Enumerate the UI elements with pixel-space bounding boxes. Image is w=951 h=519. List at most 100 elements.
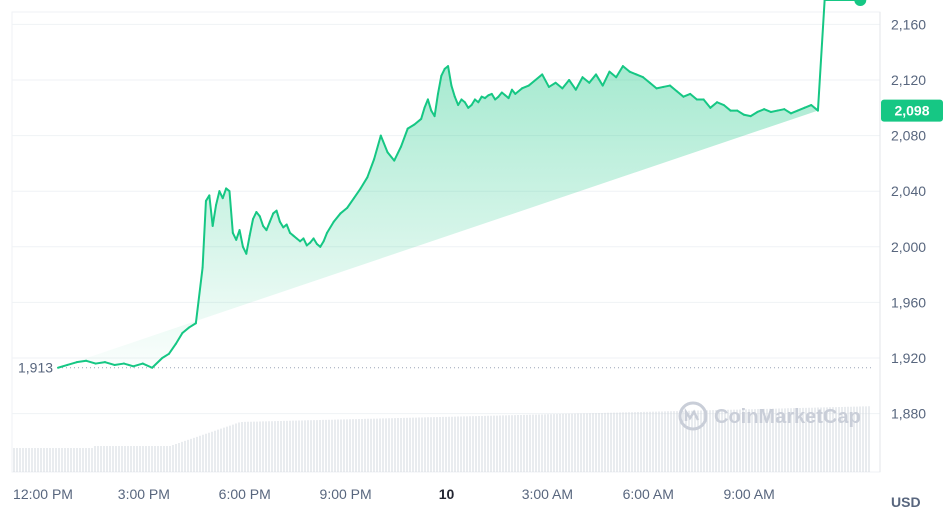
- price-line-segment: [463, 101, 470, 109]
- price-line-segment: [756, 108, 766, 113]
- price-line-segment: [796, 106, 806, 112]
- price-line-segment: [399, 127, 409, 148]
- current-price-dot[interactable]: [854, 0, 867, 6]
- x-tick-label: 6:00 PM: [219, 486, 271, 502]
- y-tick-label: 2,000: [891, 239, 926, 255]
- price-line-segment: [94, 361, 107, 365]
- watermark-text: CoinMarketCap: [714, 406, 861, 428]
- price-line-segment: [151, 357, 164, 369]
- price-line-segment: [568, 79, 577, 91]
- price-line-segment: [736, 109, 745, 116]
- price-line-segment: [85, 359, 97, 365]
- price-line-segment: [514, 87, 524, 95]
- price-line-segment: [420, 106, 426, 120]
- price-line-segment: [359, 176, 369, 190]
- price-line-segment: [642, 76, 651, 84]
- price-line-segment: [534, 73, 544, 81]
- price-line-segment: [574, 76, 584, 91]
- y-tick-label: 1,920: [891, 350, 926, 366]
- price-line-segment: [554, 81, 564, 90]
- price-line-segment: [211, 204, 218, 227]
- price-line-segment: [621, 65, 631, 73]
- price-line-segment: [709, 101, 719, 109]
- price-line-segment: [268, 212, 275, 223]
- price-line-segment: [113, 362, 125, 366]
- price-line-segment: [221, 187, 228, 200]
- y-tick-label: 2,040: [891, 183, 926, 199]
- price-line-segment: [490, 92, 497, 101]
- x-tick-label: 3:00 AM: [522, 486, 573, 502]
- price-line-segment: [716, 101, 725, 107]
- price-line-segment: [662, 84, 671, 88]
- price-line-segment: [450, 84, 456, 98]
- price-line-segment: [122, 362, 135, 368]
- price-line-segment: [66, 361, 78, 366]
- price-line-segment: [194, 266, 204, 325]
- price-line-segment: [453, 95, 460, 107]
- price-line-segment: [588, 73, 597, 84]
- watermark: CoinMarketCap: [678, 401, 861, 431]
- price-line-segment: [386, 151, 396, 162]
- price-line-segment: [547, 81, 557, 88]
- price-line-segment: [477, 95, 483, 104]
- y-tick-label: 2,160: [891, 16, 926, 32]
- price-line-segment: [393, 145, 402, 162]
- price-line-segment: [426, 98, 433, 112]
- price-line-segment: [790, 109, 799, 115]
- price-line-segment: [379, 134, 389, 154]
- price-line-segment: [440, 67, 446, 77]
- svg-text:2,098: 2,098: [894, 103, 929, 119]
- price-line-segment: [319, 240, 325, 248]
- price-line-segment: [75, 359, 88, 364]
- price-line-segment: [352, 187, 362, 200]
- coinmarketcap-logo-icon: [678, 401, 708, 431]
- price-line-segment: [174, 331, 184, 346]
- price-line-segment: [252, 211, 258, 220]
- price-line-segment: [201, 199, 207, 269]
- price-line-segment: [188, 322, 197, 329]
- y-tick-label: 2,080: [891, 128, 926, 144]
- x-tick-label: 6:00 AM: [623, 486, 674, 502]
- price-line-segment: [228, 190, 234, 234]
- x-tick-label: 9:00 PM: [320, 486, 372, 502]
- price-line-segment: [776, 108, 786, 112]
- price-line-segment: [628, 70, 638, 76]
- price-line-segment: [541, 73, 550, 88]
- price-line-segment: [436, 74, 443, 95]
- price-line-segment: [406, 123, 416, 130]
- price-line-segment: [326, 220, 335, 234]
- y-axis: 1,880 1,920 1,960 2,000 2,040 2,080 2,120 2,160: [891, 16, 926, 421]
- price-line-segment: [57, 363, 69, 369]
- price-line-segment: [581, 76, 591, 84]
- price-line-segment: [339, 206, 349, 215]
- price-line-segment: [141, 362, 154, 369]
- price-line-segment: [373, 134, 382, 161]
- price-line-segment: [104, 361, 116, 366]
- x-tick-label: 3:00 PM: [118, 486, 170, 502]
- price-line-segment: [278, 220, 285, 229]
- price-line-segment: [608, 70, 618, 79]
- price-line-segment: [167, 343, 177, 355]
- x-tick-label: 12:00 PM: [13, 486, 73, 502]
- price-line-segment: [132, 362, 144, 368]
- price-line-segment: [675, 90, 685, 98]
- price-line-segment: [433, 92, 439, 118]
- price-line-segment: [245, 234, 251, 255]
- price-line-segment: [215, 190, 221, 207]
- price-line-segment: [332, 212, 342, 223]
- price-line-segment: [595, 73, 604, 87]
- price-line-segment: [507, 88, 513, 100]
- price-line-segment: [238, 229, 244, 248]
- y-tick-label: 1,960: [891, 294, 926, 310]
- price-line-segment: [457, 98, 463, 107]
- price-line-segment: [208, 194, 214, 227]
- price-line-segment: [346, 197, 355, 209]
- price-line-segment: [181, 326, 191, 334]
- price-line-segment: [749, 110, 759, 118]
- price-line-segment: [803, 104, 813, 109]
- y-tick-label: 1,880: [891, 406, 926, 422]
- x-axis: 12:00 PM 3:00 PM 6:00 PM 9:00 PM 10 3:00 AM 6:…: [13, 486, 775, 502]
- price-line-segment: [275, 209, 281, 223]
- price-line-segment: [816, 0, 826, 112]
